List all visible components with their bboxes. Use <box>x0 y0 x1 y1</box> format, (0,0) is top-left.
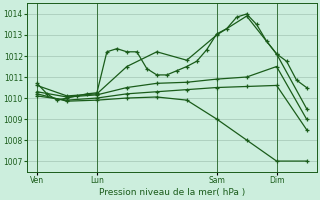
X-axis label: Pression niveau de la mer( hPa ): Pression niveau de la mer( hPa ) <box>99 188 245 197</box>
